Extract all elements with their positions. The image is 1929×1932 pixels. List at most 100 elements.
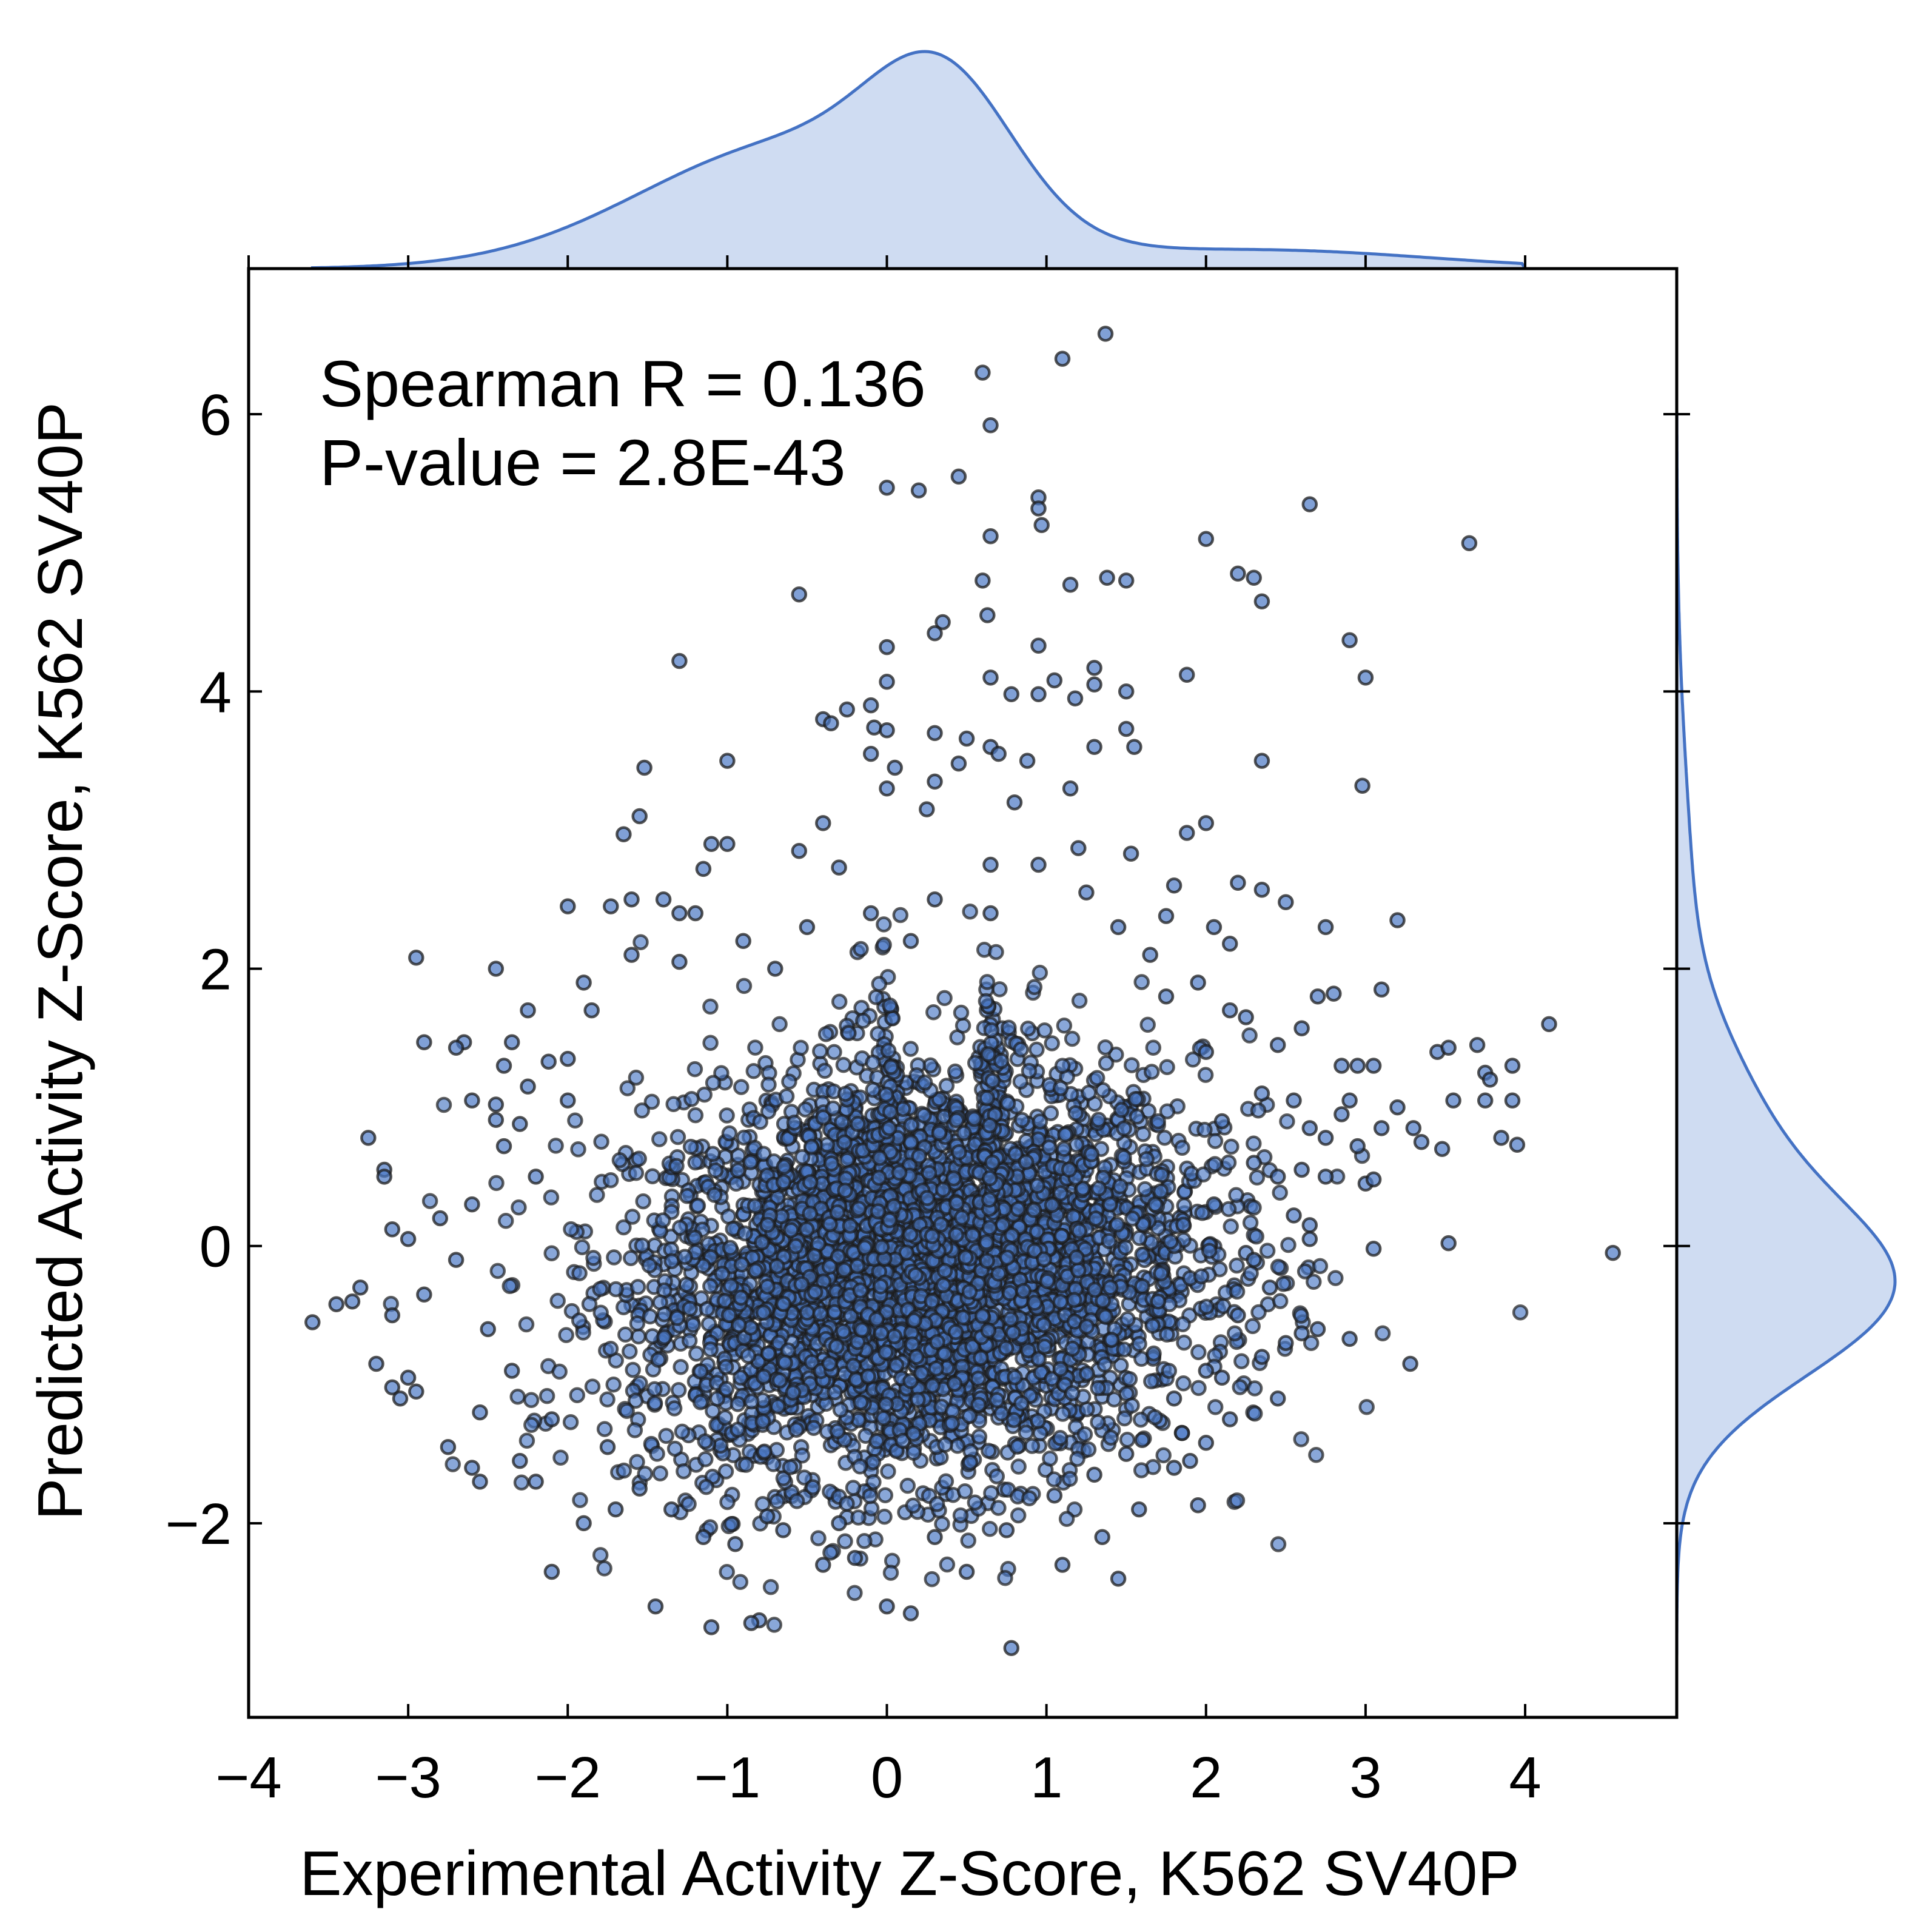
cloud-point	[944, 1415, 961, 1432]
cloud-point	[1078, 1318, 1095, 1335]
cloud-point	[1087, 1281, 1103, 1298]
scatter-point	[495, 1058, 512, 1074]
cloud-point	[1007, 1369, 1023, 1386]
cloud-point	[697, 1451, 714, 1467]
cloud-point	[947, 1324, 964, 1340]
cloud-point	[829, 1204, 846, 1221]
x-axis-ticks: −4 −3 −2 −1 0 1 2 3 4	[215, 1704, 1542, 1810]
cloud-point	[919, 1190, 936, 1206]
cloud-point	[939, 1556, 956, 1573]
x-tick-label: −3	[375, 1745, 441, 1810]
cloud-point	[1058, 1511, 1075, 1528]
cloud-point	[983, 1484, 999, 1501]
scatter-point	[1230, 1307, 1246, 1324]
cloud-point	[1005, 1412, 1022, 1428]
scatter-point	[1504, 1058, 1521, 1074]
cloud-point	[1096, 1356, 1113, 1373]
cloud-point	[778, 1088, 795, 1105]
scatter-point	[1182, 1452, 1198, 1469]
cloud-point	[961, 1407, 978, 1424]
scatter-point	[879, 780, 895, 797]
pvalue-annotation: P-value = 2.8E-43	[320, 426, 846, 499]
cloud-point	[728, 1175, 745, 1192]
scatter-point	[1086, 676, 1102, 693]
cloud-point	[765, 1456, 782, 1472]
cloud-point	[981, 1192, 998, 1208]
cloud-point	[956, 1125, 972, 1141]
cloud-point	[552, 1449, 569, 1466]
cloud-point	[1053, 1227, 1070, 1244]
scatter-point	[416, 1286, 432, 1303]
cloud-point	[821, 1355, 838, 1372]
cloud-point	[714, 1266, 731, 1282]
scatter-point	[1046, 1487, 1063, 1504]
scatter-point	[1174, 1425, 1190, 1441]
scatter-point	[520, 1078, 536, 1095]
cloud-point	[1207, 1399, 1224, 1415]
cloud-point	[1087, 1210, 1104, 1227]
cloud-point	[817, 1026, 834, 1042]
scatter-point	[1206, 919, 1223, 936]
cloud-point	[723, 1515, 740, 1532]
scatter-point	[543, 1411, 560, 1427]
cloud-point	[903, 1117, 919, 1133]
cloud-point	[853, 1321, 870, 1338]
cloud-point	[1083, 1146, 1100, 1162]
scatter-point	[799, 919, 816, 936]
cloud-point	[812, 1043, 828, 1059]
scatter-point	[376, 1169, 392, 1185]
cloud-point	[991, 981, 1008, 998]
cloud-point	[543, 1189, 560, 1206]
scatter-point	[1190, 1497, 1206, 1514]
cloud-point	[1090, 1112, 1107, 1128]
scatter-point	[464, 1196, 480, 1213]
scatter-point	[1286, 1092, 1302, 1109]
cloud-point	[1119, 1311, 1136, 1327]
cloud-point	[1220, 1201, 1237, 1218]
cloud-point	[828, 1338, 845, 1355]
cloud-point	[1159, 1059, 1175, 1075]
cloud-point	[782, 1459, 799, 1475]
scatter-point	[368, 1355, 384, 1372]
cloud-point	[1275, 1275, 1292, 1292]
cloud-point	[1102, 1280, 1119, 1296]
cloud-point	[1061, 1471, 1078, 1487]
cloud-point	[998, 1340, 1015, 1357]
cloud-point	[625, 1361, 641, 1378]
cloud-point	[717, 1358, 734, 1375]
spearman-annotation: Spearman R = 0.136	[320, 347, 926, 420]
scatter-point	[392, 1390, 409, 1407]
cloud-point	[1293, 1307, 1309, 1324]
cloud-point	[549, 1292, 566, 1309]
cloud-point	[1229, 1283, 1246, 1300]
scatter-point	[603, 898, 619, 914]
cloud-point	[768, 1258, 785, 1275]
scatter-point	[512, 1452, 528, 1469]
cloud-point	[1244, 1318, 1261, 1335]
cloud-point	[1131, 1230, 1148, 1246]
scatter-point	[1317, 1130, 1334, 1146]
scatter-point	[663, 1501, 680, 1518]
scatter-point	[1461, 535, 1478, 551]
cloud-point	[831, 993, 848, 1010]
scatter-point	[919, 801, 935, 817]
cloud-point	[666, 1400, 683, 1417]
cloud-point	[1308, 1447, 1324, 1463]
cloud-point	[925, 1004, 942, 1021]
cloud-point	[1055, 1406, 1071, 1422]
cloud-point	[681, 1332, 698, 1349]
cloud-point	[1090, 1180, 1107, 1197]
cloud-point	[687, 1107, 704, 1124]
scatter-point	[1286, 1207, 1302, 1224]
cloud-point	[1026, 1295, 1043, 1311]
cloud-point	[847, 1585, 863, 1602]
scatter-point	[360, 1130, 377, 1146]
cloud-point	[850, 1116, 866, 1132]
cloud-point	[1223, 1218, 1239, 1235]
scatter-point	[1504, 1092, 1521, 1109]
scatter-point	[1086, 739, 1102, 755]
cloud-point	[1327, 1270, 1344, 1286]
cloud-point	[794, 1447, 811, 1464]
cloud-point	[882, 1059, 899, 1075]
cloud-point	[902, 1134, 919, 1151]
